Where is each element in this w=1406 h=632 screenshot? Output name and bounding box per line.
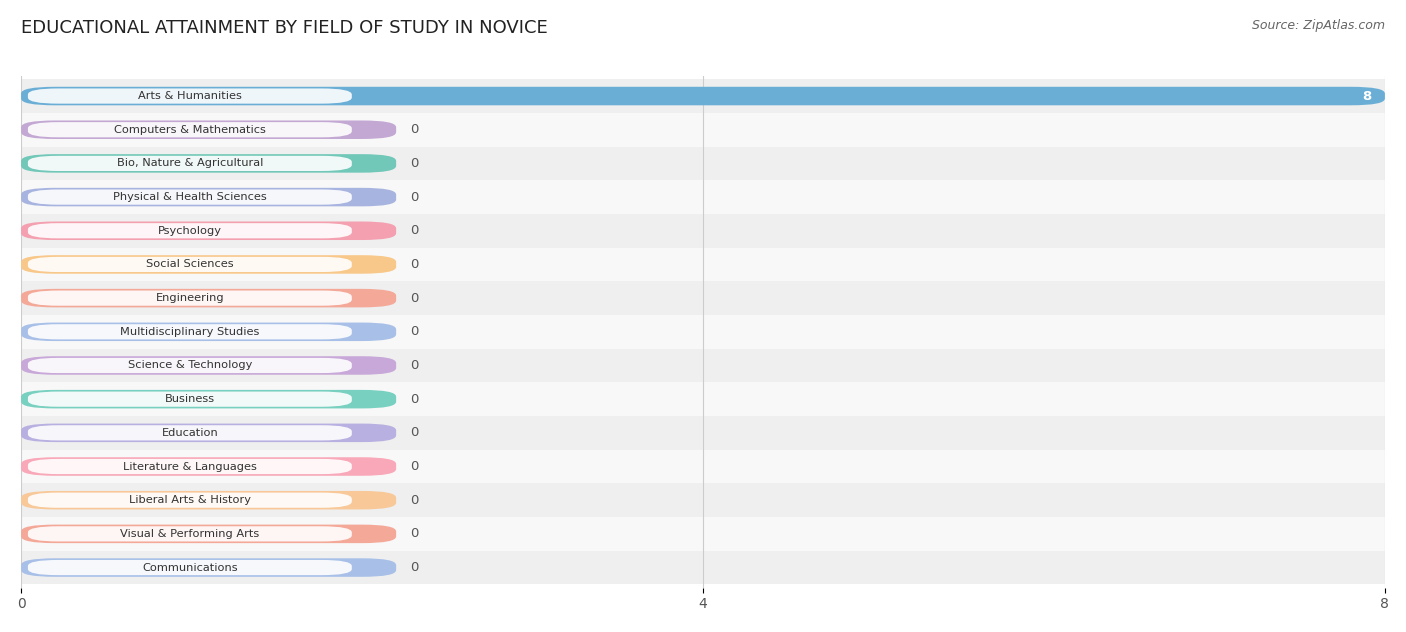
FancyBboxPatch shape [21,423,396,442]
FancyBboxPatch shape [21,221,396,240]
Text: Liberal Arts & History: Liberal Arts & History [129,495,250,505]
Text: Visual & Performing Arts: Visual & Performing Arts [121,529,260,539]
FancyBboxPatch shape [0,180,1406,214]
FancyBboxPatch shape [28,257,352,272]
FancyBboxPatch shape [28,526,352,542]
FancyBboxPatch shape [28,190,352,205]
FancyBboxPatch shape [28,88,352,104]
FancyBboxPatch shape [0,147,1406,180]
FancyBboxPatch shape [0,113,1406,147]
Text: Computers & Mathematics: Computers & Mathematics [114,125,266,135]
Text: 8: 8 [1362,90,1371,102]
FancyBboxPatch shape [28,291,352,306]
FancyBboxPatch shape [21,289,396,307]
FancyBboxPatch shape [21,356,396,375]
Text: Multidisciplinary Studies: Multidisciplinary Studies [120,327,260,337]
Text: Psychology: Psychology [157,226,222,236]
FancyBboxPatch shape [0,416,1406,450]
FancyBboxPatch shape [0,214,1406,248]
FancyBboxPatch shape [28,324,352,339]
FancyBboxPatch shape [21,188,396,206]
FancyBboxPatch shape [0,550,1406,585]
FancyBboxPatch shape [0,517,1406,550]
Text: 0: 0 [409,527,418,540]
Text: 0: 0 [409,325,418,338]
Text: Social Sciences: Social Sciences [146,260,233,269]
Text: Science & Technology: Science & Technology [128,360,252,370]
FancyBboxPatch shape [21,458,396,476]
Text: 0: 0 [409,291,418,305]
FancyBboxPatch shape [28,223,352,238]
FancyBboxPatch shape [21,87,1385,106]
FancyBboxPatch shape [0,483,1406,517]
Text: 0: 0 [409,123,418,137]
Text: Education: Education [162,428,218,438]
Text: 0: 0 [409,460,418,473]
Text: 0: 0 [409,224,418,237]
FancyBboxPatch shape [28,425,352,441]
Text: EDUCATIONAL ATTAINMENT BY FIELD OF STUDY IN NOVICE: EDUCATIONAL ATTAINMENT BY FIELD OF STUDY… [21,19,548,37]
FancyBboxPatch shape [28,392,352,407]
FancyBboxPatch shape [28,358,352,373]
FancyBboxPatch shape [0,382,1406,416]
FancyBboxPatch shape [28,492,352,507]
Text: 0: 0 [409,561,418,574]
FancyBboxPatch shape [21,491,396,509]
Text: 0: 0 [409,258,418,271]
Text: 0: 0 [409,494,418,507]
FancyBboxPatch shape [0,281,1406,315]
FancyBboxPatch shape [21,154,396,173]
Text: Business: Business [165,394,215,404]
FancyBboxPatch shape [0,248,1406,281]
FancyBboxPatch shape [21,121,396,139]
Text: 0: 0 [409,427,418,439]
FancyBboxPatch shape [28,459,352,474]
FancyBboxPatch shape [0,450,1406,483]
Text: 0: 0 [409,359,418,372]
Text: Engineering: Engineering [156,293,224,303]
Text: Bio, Nature & Agricultural: Bio, Nature & Agricultural [117,159,263,168]
FancyBboxPatch shape [0,79,1406,113]
Text: Communications: Communications [142,562,238,573]
FancyBboxPatch shape [21,558,396,577]
Text: 0: 0 [409,392,418,406]
Text: Literature & Languages: Literature & Languages [122,461,257,471]
FancyBboxPatch shape [21,322,396,341]
FancyBboxPatch shape [28,560,352,575]
Text: Source: ZipAtlas.com: Source: ZipAtlas.com [1251,19,1385,32]
FancyBboxPatch shape [0,315,1406,349]
Text: Arts & Humanities: Arts & Humanities [138,91,242,101]
FancyBboxPatch shape [28,156,352,171]
Text: 0: 0 [409,191,418,204]
FancyBboxPatch shape [0,349,1406,382]
FancyBboxPatch shape [21,255,396,274]
FancyBboxPatch shape [28,122,352,137]
FancyBboxPatch shape [21,390,396,408]
Text: 0: 0 [409,157,418,170]
Text: Physical & Health Sciences: Physical & Health Sciences [112,192,267,202]
FancyBboxPatch shape [21,525,396,543]
